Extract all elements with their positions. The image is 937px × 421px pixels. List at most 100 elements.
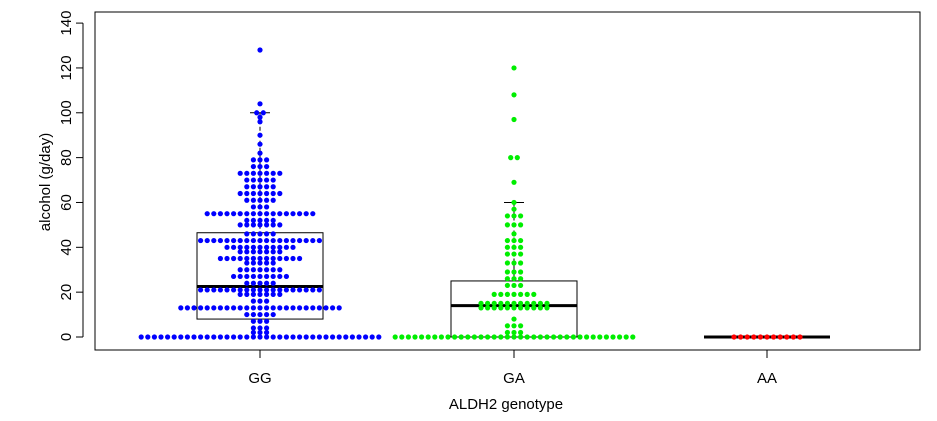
data-point [257,318,263,324]
data-point [257,329,263,336]
data-point [297,305,303,311]
data-point [270,184,276,190]
data-point [257,255,263,262]
data-point [508,155,514,161]
data-point [231,211,237,217]
data-point [244,222,250,228]
data-point [478,300,484,306]
data-point [264,280,270,286]
data-point [264,211,270,217]
data-point [211,334,217,340]
data-point [264,334,270,340]
data-point [257,237,263,244]
data-point [316,237,322,244]
data-point [257,267,263,273]
data-point [511,213,517,219]
data-point [191,305,197,311]
data-point [257,280,263,286]
data-point [250,217,256,224]
data-point [277,237,283,244]
data-point [250,231,256,237]
data-point [511,276,517,282]
data-point [623,334,629,340]
data-point [283,305,289,311]
data-point [518,237,524,244]
data-point [603,334,610,340]
data-point [405,334,411,340]
data-point [231,287,237,293]
data-point [485,305,491,311]
data-point [244,334,250,340]
data-point [270,260,276,266]
data-point [290,237,296,244]
data-point [465,334,471,340]
data-point [270,255,276,262]
data-point [250,329,256,336]
data-point [399,334,405,340]
data-point [511,251,517,257]
data-point [577,334,583,340]
data-point [257,291,263,297]
data-point [297,334,303,340]
data-point [250,298,256,304]
data-point [303,237,309,244]
data-point [244,197,250,203]
data-point [270,249,276,255]
data-point [452,334,458,340]
data-point [303,287,309,293]
data-point [537,334,544,340]
data-point [316,334,322,340]
data-point [751,334,757,340]
data-point [544,300,550,306]
data-point [204,237,210,244]
data-point [244,190,250,197]
data-point [511,316,517,322]
data-point [244,211,250,217]
data-point [316,287,322,293]
data-point [757,334,764,340]
data-point [471,334,477,340]
data-point [283,255,289,262]
data-point [544,334,550,340]
data-point [290,255,296,262]
data-point [237,190,243,197]
data-point [250,318,256,324]
data-point [250,177,256,183]
data-point [277,249,283,255]
data-point [244,249,250,255]
data-point [511,291,517,297]
y-tick-label: 0 [58,333,75,341]
data-point [498,305,504,311]
data-point [277,287,283,293]
data-point [511,300,517,306]
data-point [270,231,276,237]
data-point [518,323,524,329]
data-point [264,231,270,237]
data-point [511,269,517,275]
data-point [264,204,270,210]
data-point [511,282,517,289]
data-point [518,305,524,311]
data-point [217,237,223,244]
data-point [184,305,190,311]
data-point [257,157,263,163]
data-point [590,334,596,340]
data-point [250,325,256,331]
data-point [283,273,289,280]
data-point [138,334,144,340]
data-point [310,237,316,244]
data-point [511,92,517,98]
data-point [250,237,256,244]
data-point [257,163,263,170]
data-point [356,334,362,340]
data-point [504,213,510,219]
data-point [257,114,263,120]
data-point [257,231,263,237]
data-point [270,237,276,244]
data-point [478,334,484,340]
data-point [491,334,497,340]
data-point [290,287,296,293]
data-point [257,298,263,304]
y-tick-label: 120 [58,55,75,80]
data-point [264,177,270,183]
